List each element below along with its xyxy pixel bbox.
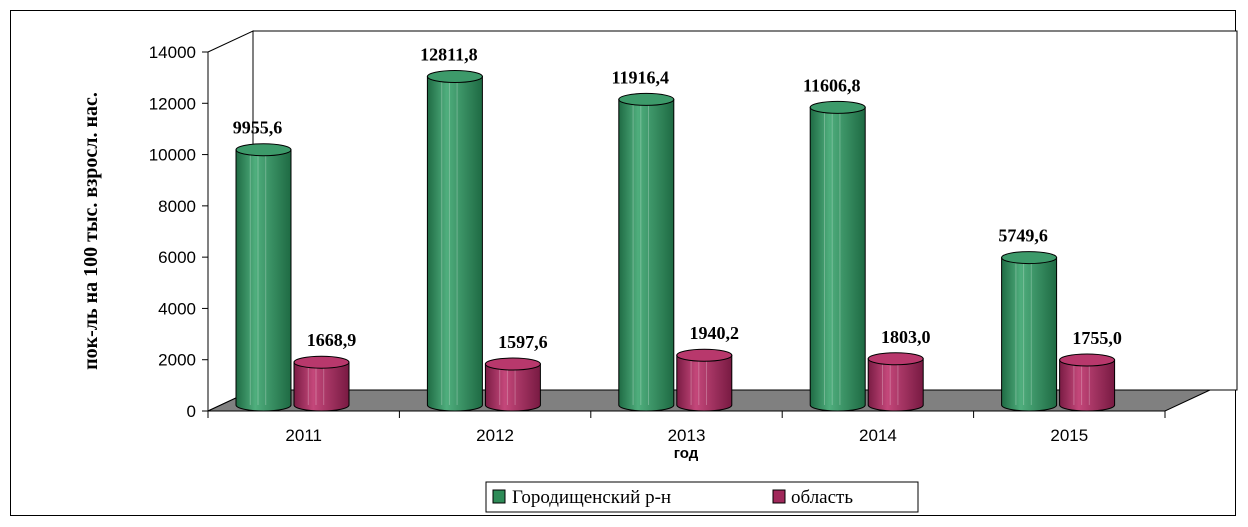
data-label: 12811,8 [420,44,478,64]
data-label: 1668,9 [307,330,357,350]
y-tick-label: 6000 [158,248,196,267]
bar-body [484,363,541,412]
y-tick-label: 10000 [149,146,196,165]
x-tick-label: 2015 [1050,426,1088,445]
y-tick-label: 0 [187,402,196,421]
y-axis-title: пок-ль на 100 тыс. взросл. нас. [80,92,102,370]
legend-swatch-series-2 [772,489,786,504]
y-tick-label: 12000 [149,94,196,113]
x-axis-title: год [674,445,699,462]
x-tick-label: 2012 [476,426,514,445]
bar-body [867,358,924,412]
bar-district-2011 [235,143,292,412]
data-label: 1940,2 [690,323,740,343]
bar-district-2012 [426,69,483,412]
bar-top [809,100,866,114]
y-tick-label: 2000 [158,351,196,370]
bar-body [1059,359,1116,412]
bar-oblast-2013 [676,348,733,412]
data-label: 11606,8 [803,75,861,95]
bar-district-2015 [1001,251,1058,412]
bar-top [618,92,675,106]
bar-top [293,355,350,369]
bar-body [293,361,350,412]
bar-top [1059,353,1116,367]
bar-top [235,143,292,157]
x-tick-label: 2014 [859,426,897,445]
y-tick-label: 14000 [149,43,196,62]
bar-body [235,149,292,412]
y-tick-label: 8000 [158,197,196,216]
bar-body [809,106,866,412]
bar-top [676,348,733,362]
x-tick-label: 2011 [285,426,322,445]
data-label: 9955,6 [233,118,283,138]
bar-body [676,354,733,412]
data-label: 1755,0 [1072,328,1122,348]
bar-district-2014 [809,100,866,412]
bar-oblast-2015 [1059,353,1116,412]
bar-top [484,357,541,371]
y-tick-label: 4000 [158,299,196,318]
bar-top [426,69,483,83]
legend-label-series-2: область [791,487,853,508]
legend-label-series-1: Городищенский р-н [512,487,671,508]
bar-oblast-2014 [867,352,924,412]
data-label: 1803,0 [881,327,931,347]
legend-swatch-series-1 [492,489,506,504]
bar-oblast-2011 [293,355,350,412]
data-label: 5749,6 [998,226,1048,246]
bar-body [618,98,675,412]
bar-top [1001,251,1058,265]
x-tick-label: 2013 [668,426,706,445]
bar-district-2013 [618,92,675,412]
bar-body [426,75,483,412]
bar-body [1001,257,1058,412]
bar-oblast-2012 [484,357,541,412]
data-label: 11916,4 [612,67,670,87]
bar-top [867,352,924,366]
data-label: 1597,6 [498,332,548,352]
legend-box [485,481,919,513]
